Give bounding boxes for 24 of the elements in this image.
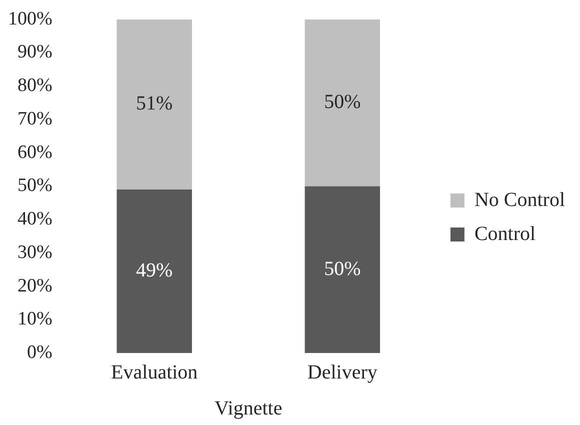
bar (304, 186, 380, 353)
y-tick-label: 100% (8, 8, 52, 30)
data-label: 51% (136, 92, 173, 115)
x-tick-label: Evaluation (111, 361, 198, 384)
y-tick-label: 50% (18, 175, 52, 196)
y-tick-label: 90% (18, 42, 52, 63)
legend-label: No Control (474, 188, 566, 211)
x-tick-label: Delivery (307, 361, 378, 384)
y-tick-label: 30% (18, 242, 52, 263)
bar (116, 19, 192, 190)
y-tick-label: 20% (18, 275, 52, 296)
legend-label: Control (474, 222, 536, 245)
y-tick-label: 60% (18, 142, 52, 163)
y-tick-label: 10% (18, 308, 52, 330)
y-tick-label: 0% (27, 342, 52, 363)
data-label: 50% (324, 258, 361, 280)
x-axis-title: Vignette (214, 397, 282, 420)
bar (116, 190, 192, 353)
y-tick-label: 70% (18, 108, 52, 130)
bar (304, 19, 380, 186)
y-tick-label: 80% (18, 75, 52, 96)
y-tick-label: 40% (18, 208, 52, 230)
data-label: 49% (136, 260, 173, 282)
data-label: 50% (324, 91, 361, 114)
